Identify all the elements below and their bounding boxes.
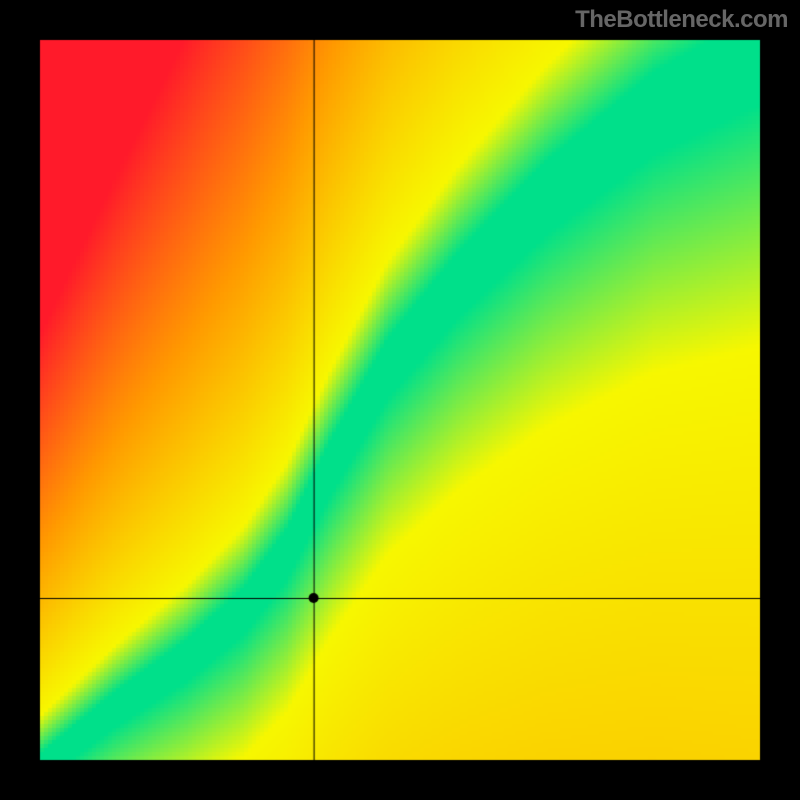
bottleneck-heatmap [0,0,800,800]
chart-container: TheBottleneck.com [0,0,800,800]
watermark-text: TheBottleneck.com [575,6,788,34]
